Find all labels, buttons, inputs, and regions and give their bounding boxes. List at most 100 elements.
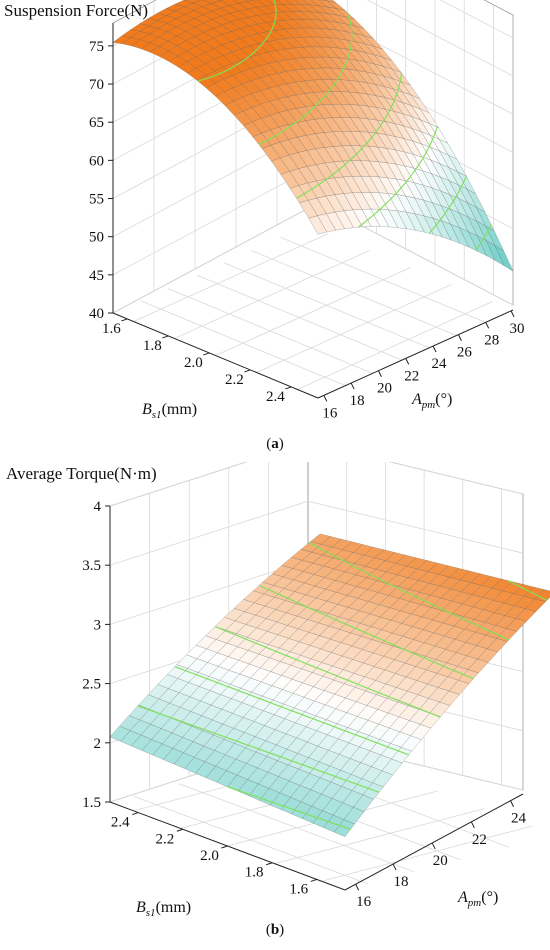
chart-b-surface-patch [448,680,470,695]
chart-b-contour-segment [240,636,245,640]
chart-b-contour-segment [451,668,456,672]
chart-b-contour-segment [314,719,320,722]
chart-a-contour-segment [476,246,479,250]
chart-b-contour-segment [222,735,227,739]
chart-a-contour-segment [386,113,389,116]
chart-a-contour-segment [368,216,372,220]
chart-b-contour-segment [444,665,449,669]
chart-a-contour-segment [399,186,403,190]
chart-b-contour-segment [510,581,515,585]
chart-a-contour-segment [387,110,391,113]
chart-a-contour-segment [268,32,271,35]
chart-b-contour-segment [389,642,394,646]
chart-b-contour-segment [343,622,348,626]
chart-a-x-tick [405,358,410,365]
chart-a-contour-segment [432,227,435,229]
chart-a-contour-segment [373,213,376,216]
chart-b-contour-segment [487,629,492,633]
chart-b-contour-segment [318,720,324,724]
chart-b-contour-segment [375,576,380,580]
chart-b-contour-segment [289,656,294,659]
chart-a-contour-segment [453,197,456,200]
chart-b-surface-patch [343,806,365,825]
chart-a-contour-segment [361,221,365,225]
chart-b-contour-segment [346,780,352,783]
chart-b-contour-segment [201,676,207,679]
chart-b-contour-segment [463,618,468,622]
chart-b-contour-segment [274,650,279,653]
chart-b-contour-segment [318,770,324,773]
chart-b-contour-segment [359,568,364,572]
chart-b-contour-segment [315,666,320,670]
chart-a-contour-segment [347,54,350,58]
chart-b-contour-segment [251,641,257,644]
chart-b-contour-segment [326,671,331,675]
chart-a-floor-grid [140,300,346,387]
chart-a-contour-segment [306,111,310,115]
chart-a-contour-segment [358,148,362,152]
chart-a-contour-segment [293,122,296,125]
chart-b-contour-segment [446,610,451,614]
surface-plot-a: 40 45 50 55 60 65 70 75 16 18 20 22 24 26 28 30 1.6 1.8 2.… [89,0,525,421]
chart-b-contour-segment [258,584,263,588]
chart-b-contour-segment [379,692,384,696]
chart-b-contour-segment [264,798,269,802]
chart-a-contour-segment [378,125,381,129]
chart-a-contour-segment [481,238,485,241]
chart-b-contour-segment [374,790,380,793]
chart-a-contour-segment [459,187,462,191]
chart-b-x-tick-label: 16 [356,894,372,910]
chart-b-contour-segment [422,656,427,660]
chart-a-contour-segment [478,242,482,246]
chart-b-contour-segment [421,708,426,712]
chart-a-contour-segment [369,136,373,140]
chart-b-contour-segment [329,616,334,619]
chart-b-contour-segment [396,645,402,649]
chart-b-contour-segment [332,617,337,621]
chart-b-contour-segment [291,710,296,713]
chart-a-contour-segment [269,30,272,33]
chart-b-contour-segment [250,745,255,749]
chart-b-contour-segment [424,710,430,714]
chart-a-contour-segment [416,165,419,169]
chart-a-contour-segment [330,173,334,177]
chart-b-contour-segment [338,727,343,731]
chart-b-contour-segment [447,667,452,671]
chart-b-contour-segment [278,651,283,655]
chart-b-back-gridline [109,500,524,566]
chart-b-contour-segment [533,593,538,596]
chart-a-z-tick-label: 70 [89,77,104,93]
chart-b-contour-segment [145,708,151,711]
chart-a-x-tick-label: 24 [432,356,448,372]
chart-b-contour-segment [346,562,351,565]
chart-a-contour-segment [384,117,387,120]
chart-a-x-tick [510,310,515,318]
chart-b-contour-segment [460,617,465,620]
chart-b-contour-segment [260,797,265,801]
chart-a-contour-segment [247,54,252,58]
chart-a-contour-segment [267,137,272,141]
chart-a-contour-segment [389,107,392,110]
chart-b-contour-segment [238,741,243,744]
chart-a-contour-segment [421,158,423,161]
chart-b-y-tick [132,812,139,816]
chart-b-contour-segment [280,804,286,808]
chart-a-contour-segment [237,61,242,65]
chart-a-contour-segment [387,198,391,202]
chart-b-contour-segment [270,648,275,652]
chart-a-contour-segment [393,100,395,103]
chart-a-contour-segment [408,176,411,180]
chart-a-contour-segment [417,163,420,167]
chart-a-contour-segment [334,171,337,174]
chart-b-contour-segment [353,565,357,569]
chart-b-contour-segment [293,808,298,812]
chart-a-contour-segment [335,170,339,173]
chart-a-contour-segment [281,129,286,133]
chart-b-contour-segment [178,719,183,723]
chart-a-contour-segment [434,130,437,134]
chart-a-contour-segment [355,152,358,155]
chart-a-z-tick-label: 65 [89,115,104,131]
chart-b-contour-segment [286,758,292,762]
chart-a-floor-grid [196,274,403,361]
chart-b-contour-segment [218,734,223,737]
